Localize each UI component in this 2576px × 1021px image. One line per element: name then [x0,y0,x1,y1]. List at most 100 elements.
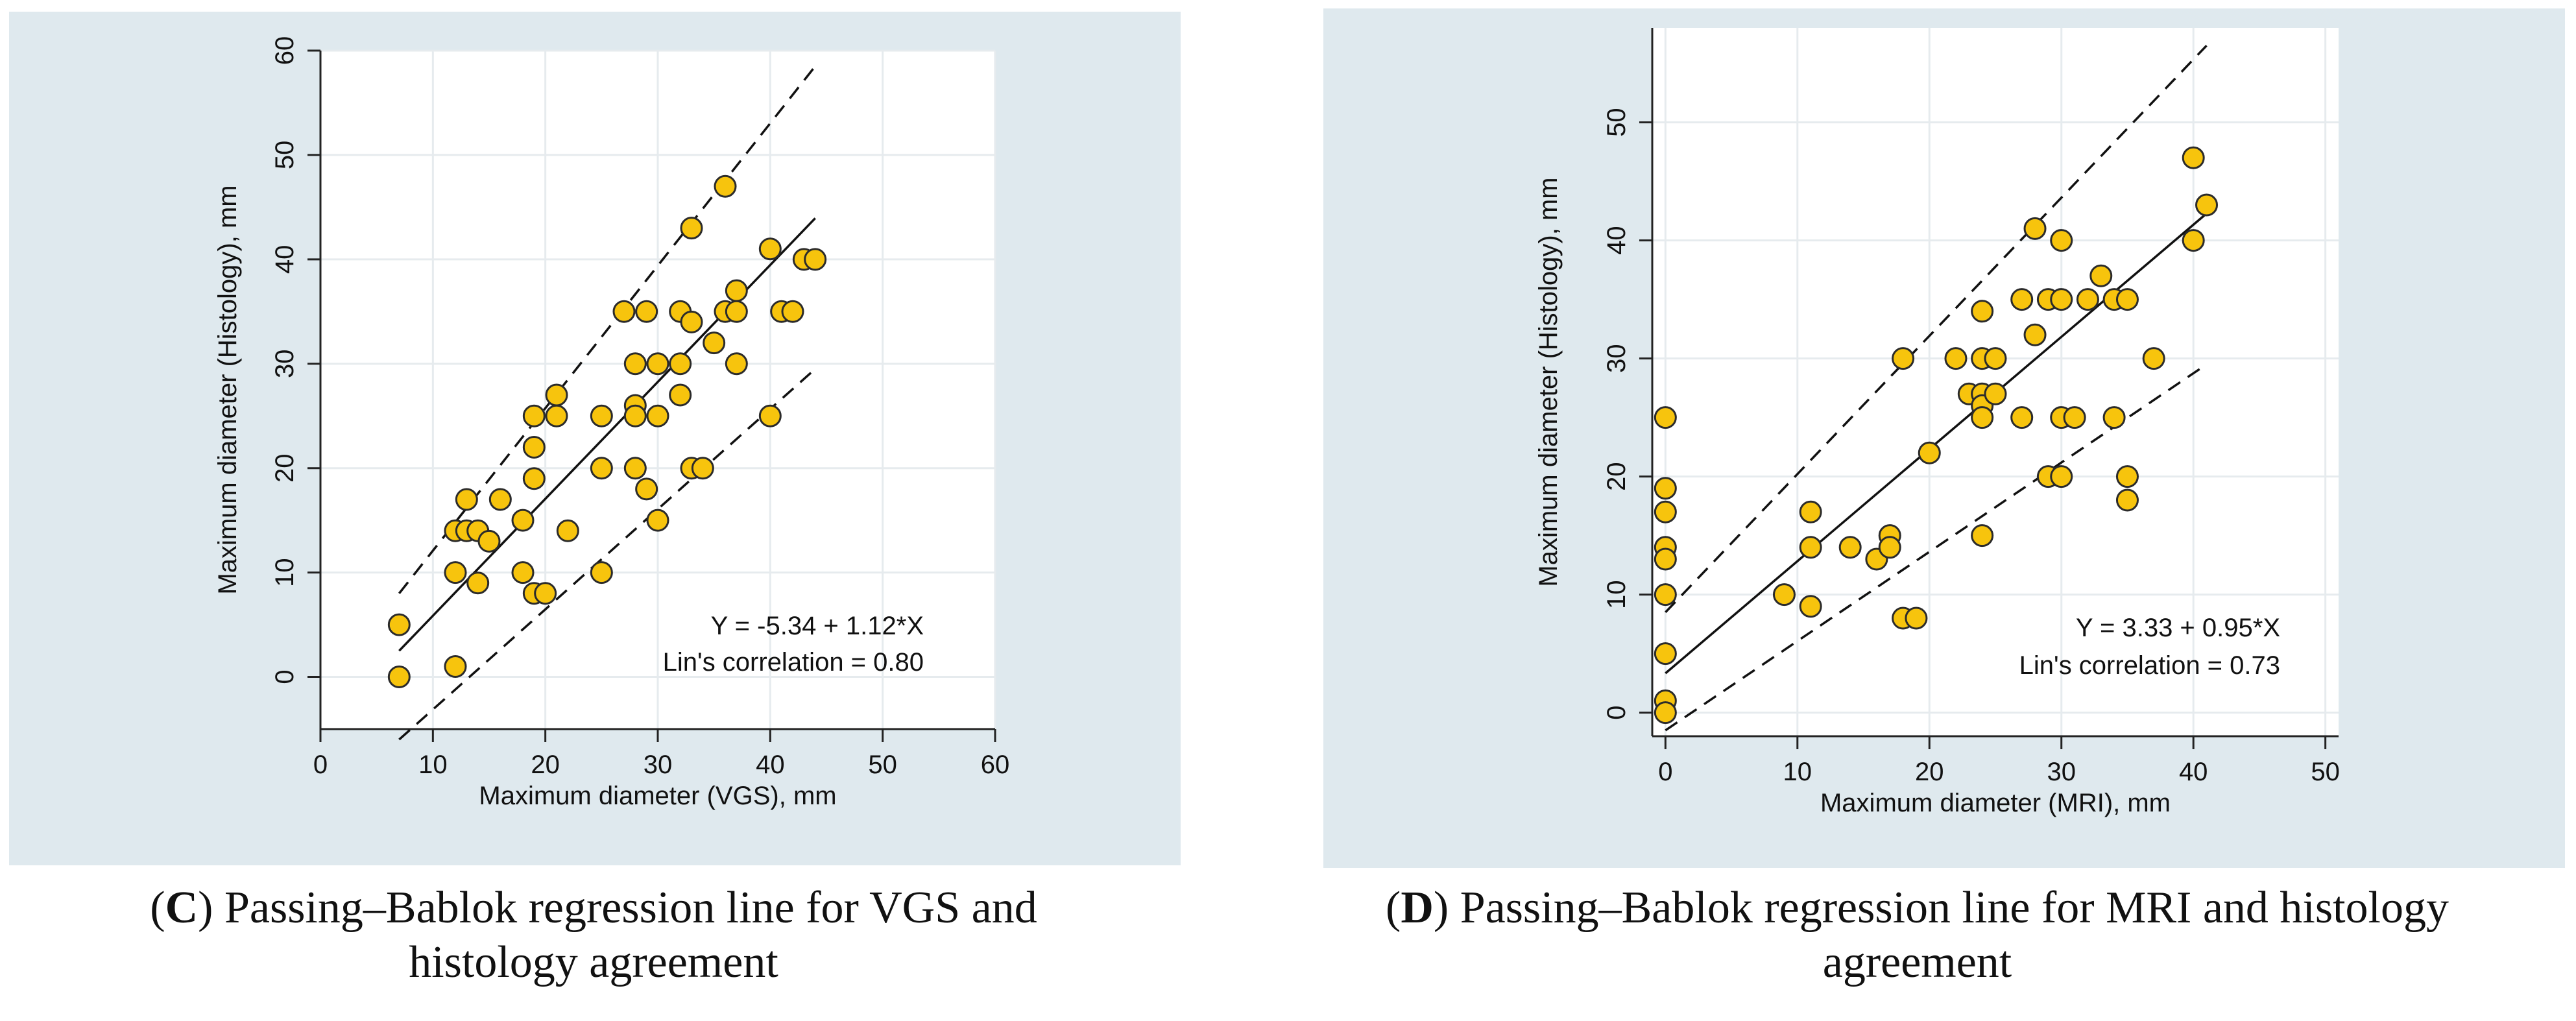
y-tick-label: 30 [1602,344,1631,373]
data-point [1944,347,1968,370]
lins-correlation: Lin's correlation = 0.80 [663,648,924,677]
data-point [1772,583,1796,607]
data-point [545,383,568,407]
lins-correlation: Lin's correlation = 0.73 [2019,651,2280,680]
data-point [2182,229,2205,252]
data-point [758,237,782,261]
data-point [1971,300,1994,323]
data-point [522,436,546,459]
data-point [623,352,647,376]
data-point [466,571,490,595]
chart-panel-d: 0 10 20 30 40 50 0 10 20 30 40 50 Maximum diameter (… [1323,8,2565,868]
data-point [2010,406,2034,429]
caption-c-letter: C [165,883,199,933]
data-point [2115,465,2139,488]
data-point [2115,488,2139,512]
data-point [590,404,613,427]
data-point [2115,288,2139,311]
data-point [646,509,669,532]
data-point [1892,347,1915,370]
data-point [680,310,703,333]
data-point [781,300,804,323]
data-point [534,582,557,605]
x-tick-label: 50 [868,751,897,779]
data-point [646,404,669,427]
data-point [635,300,658,323]
y-tick-label: 60 [271,36,299,66]
x-tick-label: 0 [1658,758,1672,786]
x-tick-label: 40 [756,751,785,779]
y-tick-label: 40 [271,245,299,274]
data-point [1918,441,1941,464]
data-point [522,404,546,427]
data-point [556,519,579,542]
data-point [1971,524,1994,547]
x-tick-label: 0 [313,751,328,779]
y-tick-label: 50 [1602,108,1631,137]
data-point [1654,583,1677,607]
data-point [612,300,636,323]
data-point [2063,406,2086,429]
x-tick-label: 30 [644,751,673,779]
regression-equation: Y = 3.33 + 0.95*X [2076,614,2280,642]
data-point [477,529,501,553]
data-point [1654,500,1677,523]
data-point [488,488,512,511]
data-point [669,383,692,407]
chart-c: 0 10 20 30 40 50 60 0 10 20 30 40 50 60 Maximum diamet… [9,12,1181,865]
data-point [758,404,782,427]
data-point [1654,642,1677,666]
caption-c-line2: histology agreement [409,937,778,987]
y-axis-title: Maximum diameter (Histology), mm [213,185,242,594]
regression-equation: Y = -5.34 + 1.12*X [711,612,924,640]
data-point [703,331,726,355]
y-axis-title: Maximum diameter (Histology), mm [1534,177,1563,586]
data-point [1799,595,1822,618]
data-point [669,352,692,376]
data-point [1984,382,2007,405]
x-tick-label: 20 [1915,758,1944,786]
data-point [2023,217,2047,240]
data-point [1654,477,1677,500]
data-point [646,352,669,376]
data-point [455,488,478,511]
data-point [522,467,546,490]
data-point [1905,607,1928,630]
data-point [444,655,467,678]
x-tick-label: 60 [981,751,1010,779]
data-point [804,248,827,271]
y-tick-label: 0 [271,669,299,684]
data-point [1654,406,1677,429]
y-tick-label: 10 [271,558,299,587]
y-tick-label: 0 [1602,705,1631,719]
data-point [2050,229,2073,252]
data-point [1984,347,2007,370]
caption-d-line2: agreement [1822,937,2012,987]
data-point [2195,193,2219,217]
data-point [590,561,613,584]
data-point [680,217,703,240]
caption-d: (D) Passing–Bablok regression line for M… [1258,881,2576,990]
data-point [2050,288,2073,311]
data-point [1654,701,1677,725]
caption-c: (C) Passing–Bablok regression line for V… [0,881,1187,990]
data-point [387,666,411,689]
y-tick-label: 30 [271,350,299,379]
data-point [1838,536,1862,559]
data-point [2023,323,2047,346]
data-point [511,561,535,584]
y-tick-label: 40 [1602,226,1631,255]
plot-area [1652,28,2339,736]
caption-d-line1: (D) Passing–Bablok regression line for M… [1386,883,2449,933]
caption-c-line1: (C) Passing–Bablok regression line for V… [150,883,1037,933]
data-point [2142,347,2165,370]
data-point [1654,547,1677,571]
x-tick-label: 20 [531,751,560,779]
data-point [725,279,748,302]
y-tick-label: 20 [1602,462,1631,491]
y-tick-label: 10 [1602,580,1631,609]
chart-d: 0 10 20 30 40 50 0 10 20 30 40 50 Maximum diameter (… [1323,8,2565,868]
data-point [691,457,714,480]
x-axis-title: Maximum diameter (MRI), mm [1820,789,2171,817]
data-point [623,457,647,480]
